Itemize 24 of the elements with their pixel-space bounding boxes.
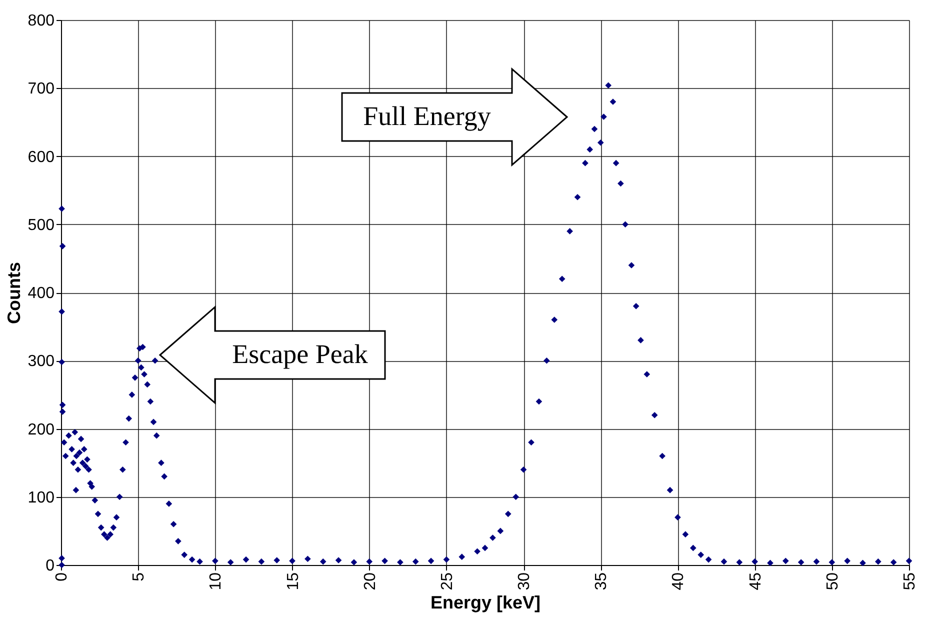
x-tick-label: 40: [670, 572, 688, 590]
y-tick-label: 100: [28, 489, 55, 506]
y-axis-title: Counts: [4, 262, 24, 324]
y-tick-label: 500: [28, 216, 55, 234]
x-tick-label: 35: [593, 572, 610, 590]
y-tick-label: 600: [28, 148, 55, 166]
x-tick-label: 50: [824, 572, 842, 590]
y-tick-label: 700: [28, 80, 55, 98]
x-tick-label: 25: [438, 572, 456, 590]
x-tick-label: 10: [208, 572, 225, 590]
annotation: Full Energy: [363, 101, 492, 131]
x-tick-label: 30: [516, 572, 534, 590]
x-tick-label: 55: [902, 572, 918, 590]
x-tick-label: 0: [54, 572, 70, 582]
x-tick-label: 5: [130, 572, 148, 582]
y-tick-label: 400: [28, 285, 55, 302]
annotation: Escape Peak: [232, 339, 368, 369]
y-tick-label: 300: [28, 353, 55, 370]
x-axis-title: Energy [keV]: [430, 592, 541, 612]
y-tick-label: 800: [28, 12, 55, 30]
y-tick-label: 200: [28, 421, 55, 438]
x-tick-label: 45: [747, 572, 764, 590]
x-tick-label: 15: [284, 572, 302, 590]
x-tick-label: 20: [362, 572, 379, 590]
